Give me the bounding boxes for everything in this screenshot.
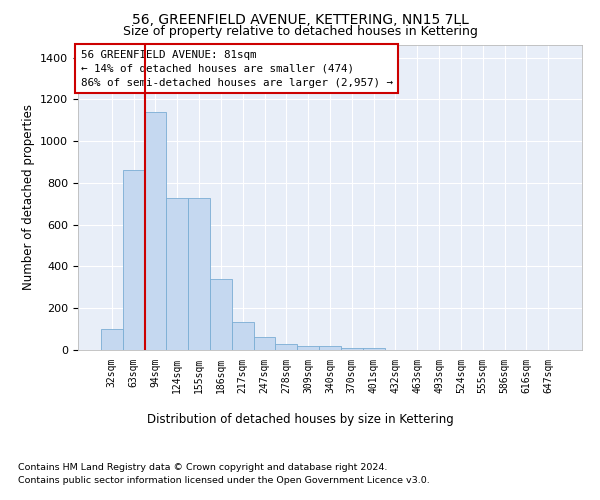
- Bar: [297, 346, 319, 350]
- Text: Contains HM Land Registry data © Crown copyright and database right 2024.: Contains HM Land Registry data © Crown c…: [18, 462, 388, 471]
- Bar: [123, 170, 145, 350]
- Bar: [254, 338, 275, 350]
- Bar: [188, 198, 210, 350]
- Bar: [232, 322, 254, 350]
- Text: 56 GREENFIELD AVENUE: 81sqm
← 14% of detached houses are smaller (474)
86% of se: 56 GREENFIELD AVENUE: 81sqm ← 14% of det…: [80, 50, 392, 88]
- Text: Contains public sector information licensed under the Open Government Licence v3: Contains public sector information licen…: [18, 476, 430, 485]
- Text: Distribution of detached houses by size in Kettering: Distribution of detached houses by size …: [146, 412, 454, 426]
- Bar: [145, 112, 166, 350]
- Y-axis label: Number of detached properties: Number of detached properties: [22, 104, 35, 290]
- Bar: [363, 348, 385, 350]
- Bar: [166, 198, 188, 350]
- Bar: [341, 348, 363, 350]
- Bar: [275, 344, 297, 350]
- Text: 56, GREENFIELD AVENUE, KETTERING, NN15 7LL: 56, GREENFIELD AVENUE, KETTERING, NN15 7…: [131, 12, 469, 26]
- Bar: [210, 279, 232, 350]
- Bar: [101, 329, 123, 350]
- Text: Size of property relative to detached houses in Kettering: Size of property relative to detached ho…: [122, 25, 478, 38]
- Bar: [319, 346, 341, 350]
